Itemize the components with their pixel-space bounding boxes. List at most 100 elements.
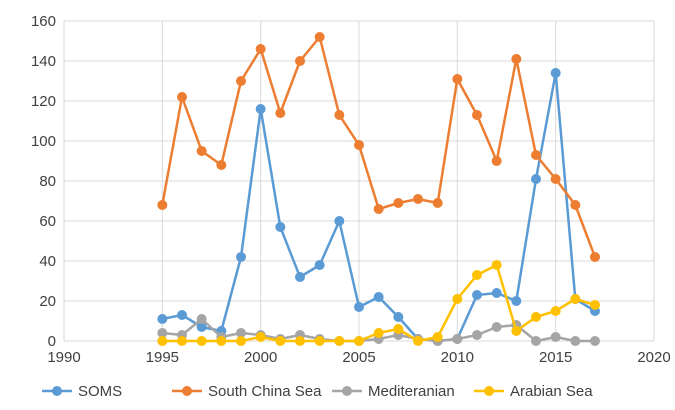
data-point (196, 146, 207, 156)
y-tick-label: 80 (39, 173, 56, 190)
data-point (354, 140, 364, 150)
series-arabian-sea (157, 260, 600, 346)
data-point (216, 336, 227, 346)
legend-label: SOMS (78, 383, 122, 400)
x-tick-label: 1990 (47, 349, 80, 366)
legend-label: Mediteranian (368, 383, 455, 400)
x-tick-label: 2000 (244, 349, 277, 366)
data-point (373, 204, 384, 214)
data-point (275, 108, 286, 118)
data-point (177, 310, 187, 320)
x-tick-label: 2010 (441, 349, 474, 366)
data-point (491, 156, 502, 166)
data-point (511, 54, 522, 64)
data-point (157, 314, 168, 324)
y-tick-label: 160 (31, 13, 56, 30)
data-point (295, 272, 305, 282)
data-point (236, 76, 246, 86)
data-point (236, 328, 246, 338)
data-point (314, 32, 325, 42)
data-point (295, 56, 305, 66)
data-point (334, 216, 345, 226)
data-point (196, 322, 207, 332)
axis-layer: 0 20 40 60 80 100 120 140 160 1990 1995 2000 2005 201… (31, 13, 671, 366)
series-layer (157, 32, 600, 346)
data-point (413, 336, 423, 346)
data-point (275, 222, 286, 232)
data-point (590, 300, 600, 310)
data-point (472, 270, 482, 280)
x-tick-label: 2005 (342, 349, 375, 366)
y-tick-label: 120 (31, 93, 56, 110)
y-tick-label: 140 (31, 53, 56, 70)
data-point (236, 336, 246, 346)
data-point (590, 252, 600, 262)
data-point (157, 328, 168, 338)
data-point (393, 324, 404, 334)
legend-entry: South China Sea (172, 383, 322, 400)
y-tick-label: 60 (39, 213, 56, 230)
data-point (590, 336, 600, 346)
data-point (314, 260, 325, 270)
data-point (373, 292, 384, 302)
data-point (570, 336, 581, 346)
y-tick-label: 100 (31, 133, 56, 150)
legend-marker (52, 386, 62, 396)
y-tick-label: 0 (48, 333, 56, 350)
data-point (255, 332, 266, 342)
data-point (550, 332, 561, 342)
data-point (413, 194, 423, 204)
x-tick-label: 1995 (146, 349, 179, 366)
data-point (531, 174, 541, 184)
data-point (373, 328, 384, 338)
data-point (157, 336, 168, 346)
legend-entry: SOMS (42, 383, 122, 400)
series-south-china-sea (157, 32, 600, 262)
data-point (570, 294, 581, 304)
data-point (531, 336, 541, 346)
data-point (531, 312, 541, 322)
data-point (511, 296, 522, 306)
data-point (452, 74, 463, 84)
data-point (550, 68, 561, 78)
legend: SOMS South China Sea Mediteranian Arabian S… (42, 383, 593, 400)
data-point (334, 110, 345, 120)
series-line (161, 35, 597, 258)
legend-marker (342, 386, 352, 396)
data-point (550, 306, 561, 316)
legend-label: South China Sea (208, 383, 322, 400)
y-tick-label: 20 (39, 293, 56, 310)
x-tick-label: 2020 (637, 349, 670, 366)
data-point (295, 336, 305, 346)
data-point (196, 314, 207, 324)
data-point (255, 104, 266, 114)
data-point (216, 160, 227, 170)
data-point (472, 290, 482, 300)
data-point (275, 336, 286, 346)
data-point (196, 336, 207, 346)
data-point (334, 336, 345, 346)
data-point (354, 336, 364, 346)
y-tick-label: 40 (39, 253, 56, 270)
data-point (550, 174, 561, 184)
data-point (177, 92, 187, 102)
data-point (354, 302, 364, 312)
data-point (452, 334, 463, 344)
data-point (452, 294, 463, 304)
data-point (432, 332, 443, 342)
legend-marker (484, 386, 494, 396)
data-point (491, 322, 502, 332)
data-point (314, 336, 325, 346)
data-point (511, 326, 522, 336)
data-point (570, 200, 581, 210)
data-point (236, 252, 246, 262)
data-point (472, 330, 482, 340)
data-point (177, 336, 187, 346)
legend-entry: Arabian Sea (474, 383, 593, 400)
data-point (255, 44, 266, 54)
data-point (157, 200, 168, 210)
x-tick-label: 2015 (539, 349, 572, 366)
data-point (491, 260, 502, 270)
